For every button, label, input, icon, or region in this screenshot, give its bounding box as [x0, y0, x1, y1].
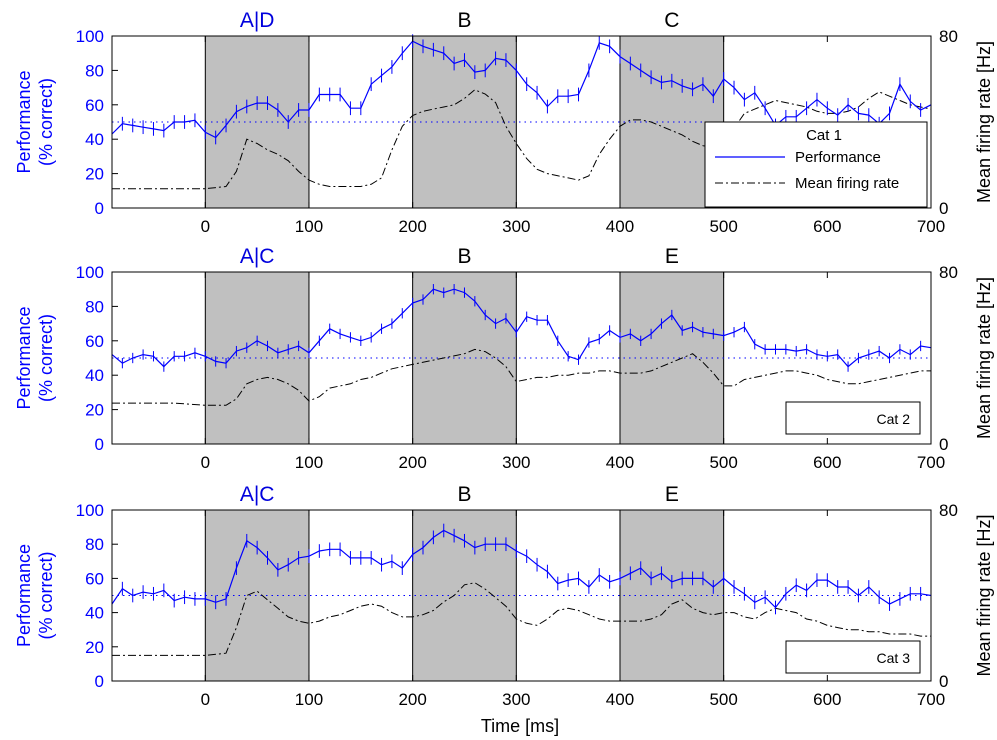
shaded-interval-1 [204, 509, 310, 682]
ytick-right-label: 0 [939, 199, 948, 218]
ytick-left-label: 60 [85, 569, 104, 588]
ytick-left-label: 0 [95, 672, 104, 691]
xtick-label: 400 [606, 217, 634, 236]
xtick-label: 0 [201, 217, 210, 236]
xtick-label: 400 [606, 453, 634, 472]
segment-label-2: B [457, 245, 471, 268]
panel-3: 0 20 40 60 80 100 0 80 0 100 200 300 400 500 600 700 A|C… [14, 483, 994, 709]
ylabel-right: Mean firing rate [Hz] [974, 514, 994, 676]
xtick-label: 700 [917, 453, 945, 472]
ytick-left-label: 40 [85, 366, 104, 385]
xtick-label: 300 [502, 690, 530, 709]
xtick-label: 400 [606, 690, 634, 709]
segment-label-1: A|C [240, 245, 275, 268]
legend-entry-firing-rate: Mean firing rate [795, 175, 899, 192]
legend-box [704, 121, 928, 208]
ytick-left-label: 40 [85, 130, 104, 149]
ytick-left-label: 100 [76, 263, 104, 282]
ytick-left-label: 20 [85, 638, 104, 657]
legend: Cat 2 [785, 401, 921, 435]
ytick-right-label: 80 [939, 263, 958, 282]
ytick-left-label: 60 [85, 332, 104, 351]
xtick-label: 600 [813, 453, 841, 472]
ytick-right-label: 80 [939, 501, 958, 520]
xtick-label: 300 [502, 453, 530, 472]
ytick-left-label: 20 [85, 165, 104, 184]
series-mean-firing-rate [112, 89, 932, 190]
ytick-left-label: 60 [85, 96, 104, 115]
xlabel: Time [ms] [481, 716, 559, 736]
legend-box [785, 640, 921, 674]
series-performance [111, 288, 932, 368]
ytick-left-label: 80 [85, 61, 104, 80]
axes-frame [111, 35, 932, 209]
series-performance [111, 40, 932, 139]
ytick-left-label: 0 [95, 435, 104, 454]
ylabel-right: Mean firing rate [Hz] [974, 41, 994, 203]
segment-label-3: E [665, 483, 679, 506]
xtick-label: 100 [295, 217, 323, 236]
legend-title: Cat 2 [877, 411, 911, 427]
xtick-label: 200 [398, 453, 426, 472]
legend-box [785, 401, 921, 435]
xtick-label: 700 [917, 690, 945, 709]
xtick-label: 500 [709, 217, 737, 236]
ytick-left-label: 100 [76, 501, 104, 520]
legend: Cat 1 Performance Mean firing rate [704, 121, 928, 208]
shaded-interval-1 [204, 271, 310, 445]
ytick-left-label: 20 [85, 401, 104, 420]
ytick-right-label: 80 [939, 27, 958, 46]
xtick-label: 100 [295, 690, 323, 709]
xtick-label: 600 [813, 217, 841, 236]
series-performance [111, 529, 932, 609]
segment-label-2: B [457, 483, 471, 506]
xtick-label: 500 [709, 690, 737, 709]
legend-title: Cat 1 [806, 127, 842, 144]
shaded-interval-1 [204, 35, 310, 209]
xtick-label: 700 [917, 217, 945, 236]
segment-label-1: A|C [240, 483, 275, 506]
ytick-left-label: 80 [85, 297, 104, 316]
axes-frame [111, 271, 932, 445]
legend-entry-performance: Performance [795, 149, 881, 166]
xtick-label: 0 [201, 453, 210, 472]
series-mean-firing-rate [112, 348, 931, 406]
segment-label-3: E [665, 245, 679, 268]
xtick-label: 300 [502, 217, 530, 236]
ytick-left-label: 40 [85, 604, 104, 623]
segment-label-2: B [457, 9, 471, 32]
xtick-label: 200 [398, 217, 426, 236]
ytick-left-label: 0 [95, 199, 104, 218]
segment-label-3: C [664, 9, 679, 32]
panel-1: 0 20 40 60 80 100 0 80 0 100 200 300 400 500 600 700 A|D… [14, 9, 994, 236]
xtick-label: 0 [201, 690, 210, 709]
legend-title: Cat 3 [877, 650, 911, 666]
ylabel-left: Performance (% correct) [14, 544, 56, 647]
ytick-left-label: 100 [76, 27, 104, 46]
ytick-right-label: 0 [939, 672, 948, 691]
xtick-label: 200 [398, 690, 426, 709]
ytick-left-label: 80 [85, 535, 104, 554]
segment-label-1: A|D [240, 9, 275, 32]
panel-2: 0 20 40 60 80 100 0 80 0 100 200 300 400 500 600 700 A|C… [14, 245, 994, 472]
legend: Cat 3 [785, 640, 921, 674]
ylabel-left: Performance (% correct) [14, 306, 56, 409]
xtick-label: 500 [709, 453, 737, 472]
ytick-right-label: 0 [939, 435, 948, 454]
series-mean-firing-rate [112, 582, 931, 656]
axes-frame [111, 509, 932, 682]
xtick-label: 600 [813, 690, 841, 709]
ylabel-left: Performance (% correct) [14, 70, 56, 173]
xtick-label: 100 [295, 453, 323, 472]
ylabel-right: Mean firing rate [Hz] [974, 277, 994, 439]
